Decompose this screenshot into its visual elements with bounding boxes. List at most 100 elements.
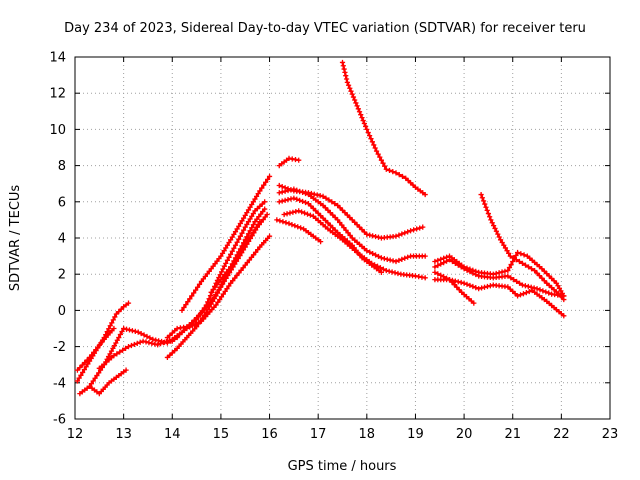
data-point — [193, 324, 200, 330]
data-point — [226, 283, 232, 289]
data-point — [163, 338, 170, 345]
data-point — [386, 268, 392, 274]
data-point — [352, 219, 358, 225]
data-point — [532, 267, 538, 274]
data-point — [301, 210, 308, 216]
data-point — [199, 308, 206, 314]
series-group — [74, 59, 567, 397]
data-point — [467, 269, 473, 275]
data-point — [342, 69, 348, 75]
data-point — [487, 214, 493, 220]
data-point — [245, 219, 252, 225]
data-point — [470, 283, 476, 290]
data-point — [508, 261, 514, 268]
data-point — [521, 252, 527, 258]
data-point — [482, 201, 488, 207]
data-point — [187, 296, 193, 302]
data-point — [285, 187, 291, 194]
data-point — [223, 275, 229, 281]
data-point — [236, 223, 242, 229]
data-point — [280, 219, 286, 225]
data-point — [239, 218, 245, 224]
data-point — [359, 226, 365, 233]
data-point — [367, 249, 373, 255]
data-point — [314, 192, 320, 198]
data-point — [279, 198, 285, 204]
data-point — [365, 129, 371, 136]
data-point — [250, 210, 256, 217]
data-point — [464, 267, 470, 273]
data-point — [320, 215, 326, 221]
data-point — [166, 337, 172, 344]
data-point — [347, 214, 353, 221]
data-point — [485, 210, 492, 217]
data-point — [242, 212, 248, 218]
data-point — [476, 286, 482, 292]
data-point — [160, 340, 167, 346]
data-point — [399, 231, 405, 237]
data-point — [516, 258, 523, 265]
y-tick-label: -4 — [53, 376, 66, 391]
data-point — [349, 91, 355, 97]
data-point — [117, 331, 123, 338]
data-point — [449, 279, 455, 285]
data-point — [220, 291, 226, 297]
data-point — [327, 222, 333, 228]
data-point — [540, 288, 546, 294]
data-point — [111, 353, 117, 359]
data-point — [369, 139, 375, 145]
data-point — [383, 166, 389, 172]
data-point — [317, 193, 323, 199]
data-point — [446, 277, 453, 283]
series-track-13 — [276, 186, 428, 265]
y-axis-label: SDTVAR / TECUs — [8, 185, 23, 292]
data-point — [340, 63, 346, 69]
data-point — [382, 163, 388, 169]
y-tick-label: 14 — [49, 51, 66, 66]
data-point — [229, 261, 236, 267]
data-point — [213, 302, 219, 308]
data-point — [231, 245, 237, 251]
series-track-22 — [478, 191, 567, 303]
x-tick-labels: 12 13 14 15 16 17 18 19 20 21 22 23 — [67, 427, 619, 442]
data-point — [289, 222, 295, 228]
data-point — [122, 345, 129, 352]
series-track-11 — [276, 155, 302, 169]
data-point — [218, 253, 224, 259]
data-point — [361, 120, 367, 127]
data-point — [111, 325, 117, 332]
data-point — [367, 232, 373, 238]
data-point — [191, 290, 197, 296]
data-point — [360, 117, 366, 124]
data-point — [235, 252, 242, 258]
series-line — [433, 271, 475, 305]
data-point — [113, 340, 119, 346]
data-point — [262, 199, 268, 205]
data-point — [299, 209, 305, 215]
data-point — [265, 176, 271, 182]
data-point — [480, 198, 487, 204]
y-tick-label: 12 — [49, 87, 66, 102]
data-point — [244, 234, 250, 240]
data-point — [239, 246, 245, 253]
data-point — [519, 260, 526, 266]
data-point — [341, 66, 347, 72]
data-point — [185, 299, 191, 305]
data-point — [514, 249, 521, 256]
y-tick-label: -2 — [53, 340, 66, 355]
y-tick-label: 6 — [58, 195, 66, 210]
data-point — [325, 207, 331, 213]
data-point — [358, 112, 364, 118]
data-point — [393, 258, 399, 265]
data-point — [228, 237, 234, 243]
data-point — [464, 281, 470, 287]
x-tick-label: 19 — [407, 427, 424, 442]
data-point — [90, 378, 96, 384]
data-point — [344, 212, 350, 218]
data-point — [452, 260, 458, 266]
data-point — [257, 219, 263, 225]
data-point — [292, 223, 298, 229]
data-point — [224, 257, 230, 263]
data-point — [420, 224, 426, 230]
